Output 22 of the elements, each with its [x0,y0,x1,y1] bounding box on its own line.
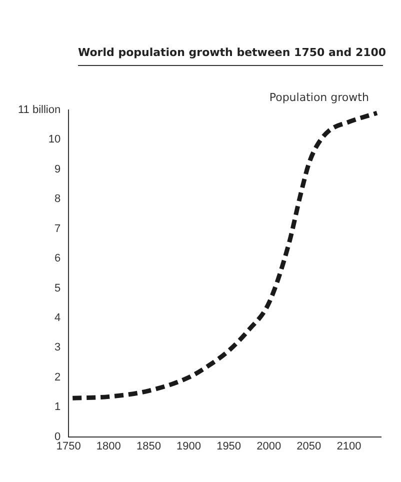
x-tick-label: 2100 [336,440,362,452]
y-tick-label: 9 [54,163,61,176]
annotation: Population growth [269,90,369,104]
y-tick-label: 3 [54,342,61,354]
y-tick-label: 0 [54,430,61,443]
y-tick-label: 10 [48,134,61,146]
x-tick-label: 1800 [96,440,121,452]
x-tick-label: 1950 [216,440,242,452]
y-tick-label: 8 [54,193,61,206]
x-tick-label: 1850 [136,440,161,452]
x-tick-label: 1750 [56,440,81,452]
y-tick-label: 5 [54,282,61,294]
y-tick-label: 7 [54,222,61,235]
y-tick-label: 11 billion [18,104,61,116]
x-tick-label: 2050 [296,440,322,452]
x-tick-label: 2000 [256,440,282,452]
y-tick-label: 4 [54,312,61,324]
y-tick-label: 1 [54,401,61,414]
y-tick-label: 2 [54,371,61,384]
x-tick-label: 1900 [176,440,201,452]
y-tick-label: 6 [54,252,61,265]
chart-title: World population growth between 1750 and 2100 [78,46,386,61]
